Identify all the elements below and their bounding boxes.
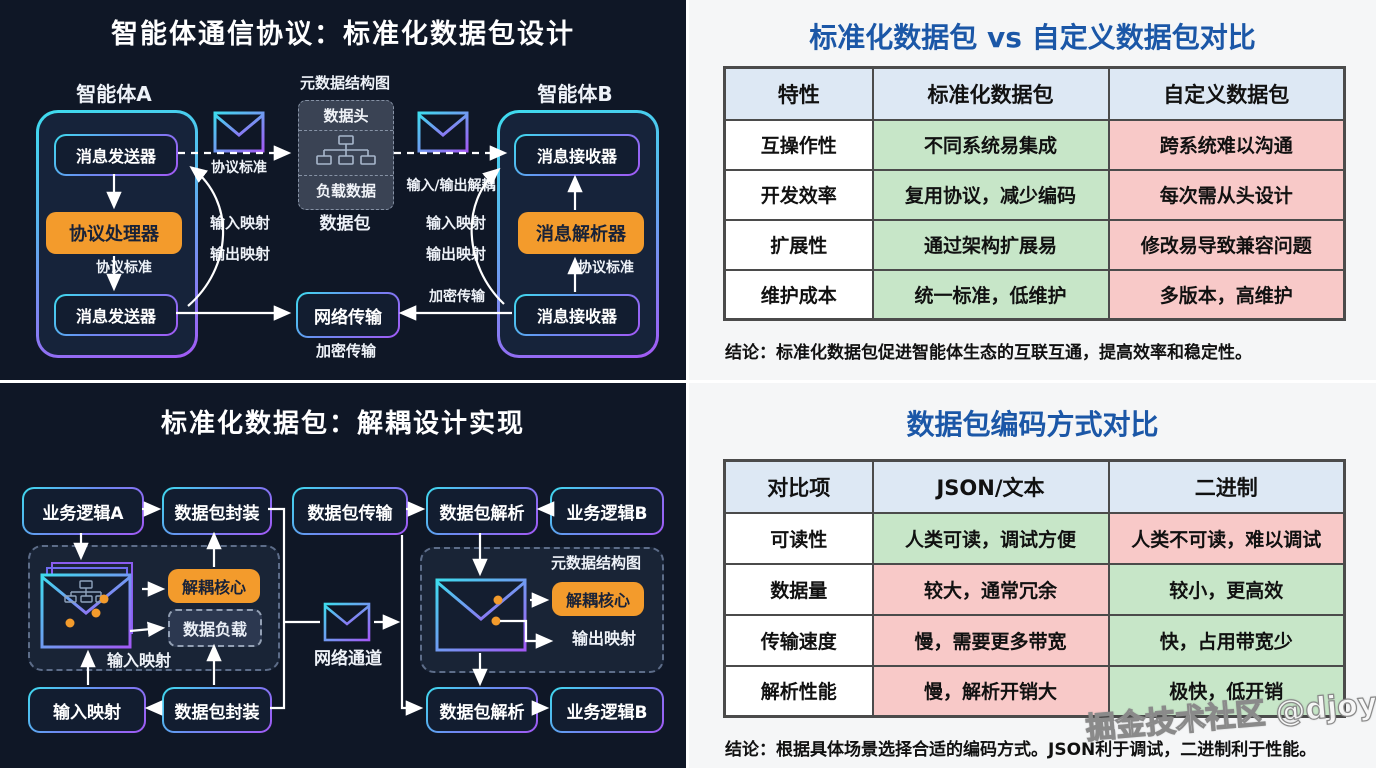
network-transfer-box: 网络传输 — [296, 292, 400, 338]
conclusion-text: 结论：根据具体场景选择合适的编码方式。JSON利于调试，二进制利于性能。 — [725, 740, 1317, 760]
table-row: 数据量 较大，通常冗余 较小，更高效 — [723, 562, 1346, 616]
feature-cell: 开发效率 — [723, 168, 874, 221]
protocol-standard-label: 协议标准 — [211, 160, 267, 176]
standard-vs-custom-panel: 标准化数据包 vs 自定义数据包对比 特性 标准化数据包 自定义数据包 互操作性… — [689, 0, 1376, 380]
table-row: 互操作性 不同系统易集成 跨系统难以沟通 — [723, 118, 1346, 171]
envelope-icon — [417, 111, 469, 153]
packet-pack-box: 数据包封装 — [162, 487, 272, 535]
network-channel-label: 网络通道 — [314, 649, 382, 669]
encoding-compare-panel: 数据包编码方式对比 对比项 JSON/文本 二进制 可读性 人类可读，调试方便 … — [689, 383, 1376, 768]
feature-cell: 数据量 — [723, 562, 874, 616]
binary-cell: 较小，更高效 — [1107, 562, 1346, 616]
envelope-icon — [323, 602, 371, 642]
feature-cell: 传输速度 — [723, 613, 874, 667]
column-header: 特性 — [723, 66, 874, 121]
encrypted-transfer-label: 加密传输 — [315, 342, 376, 360]
metadata-caption: 元数据结构图 — [550, 554, 641, 572]
custom-cell: 每次需从头设计 — [1107, 168, 1346, 221]
json-cell: 慢，需要更多带宽 — [871, 613, 1110, 667]
column-header: 标准化数据包 — [871, 66, 1110, 121]
standard-cell: 统一标准，低维护 — [871, 268, 1110, 321]
packet-pack-box: 数据包封装 — [162, 687, 272, 733]
comparison-table: 对比项 JSON/文本 二进制 可读性 人类可读，调试方便 人类不可读，难以调试… — [723, 459, 1346, 718]
business-logic-b-box: 业务逻辑B — [550, 487, 664, 535]
packet-envelope-icon — [40, 562, 133, 649]
message-receiver-box: 消息接收器 — [514, 294, 640, 336]
json-cell: 较大，通常冗余 — [871, 562, 1110, 616]
payload-label: 负载数据 — [315, 182, 376, 200]
standard-cell: 复用协议，减少编码 — [871, 168, 1110, 221]
metadata-caption: 元数据结构图 — [299, 74, 390, 92]
protocol-diagram-panel: 智能体通信协议：标准化数据包设计 智能体A 元数据结构图 智能体B 消息发送器 … — [0, 0, 686, 380]
agent-b-label: 智能体B — [537, 82, 613, 106]
comparison-table: 特性 标准化数据包 自定义数据包 互操作性 不同系统易集成 跨系统难以沟通 开发… — [723, 66, 1346, 321]
decouple-core-box: 解耦核心 — [168, 569, 260, 603]
protocol-processor-box: 协议处理器 — [46, 212, 182, 254]
tree-structure-icon — [299, 130, 393, 176]
panel-title: 标准化数据包：解耦设计实现 — [160, 409, 525, 439]
column-header: 自定义数据包 — [1107, 66, 1346, 121]
data-header-label: 数据头 — [323, 107, 369, 125]
io-decoupling-label: 输入/输出解耦 — [406, 178, 496, 194]
output-mapping-label: 输出映射 — [425, 245, 486, 263]
table-row: 解析性能 慢，解析开销大 极快，低开销 — [723, 664, 1346, 718]
encrypted-transfer-label: 加密传输 — [429, 289, 485, 305]
packet-parse-box: 数据包解析 — [426, 687, 538, 733]
custom-cell: 多版本，高维护 — [1107, 268, 1346, 321]
table-row: 可读性 人类可读，调试方便 人类不可读，难以调试 — [723, 511, 1346, 565]
binary-cell: 人类不可读，难以调试 — [1107, 511, 1346, 565]
message-receiver-box: 消息接收器 — [514, 134, 640, 176]
column-header: JSON/文本 — [871, 459, 1110, 514]
custom-cell: 跨系统难以沟通 — [1107, 118, 1346, 171]
custom-cell: 修改易导致兼容问题 — [1107, 218, 1346, 271]
column-header: 对比项 — [723, 459, 874, 514]
data-payload-box: 数据负载 — [168, 609, 262, 647]
input-mapping-label: 输入映射 — [425, 214, 486, 232]
column-header: 二进制 — [1107, 459, 1346, 514]
feature-cell: 解析性能 — [723, 664, 874, 718]
message-sender-box: 消息发送器 — [54, 134, 178, 176]
table-row: 扩展性 通过架构扩展易 修改易导致兼容问题 — [723, 218, 1346, 271]
feature-cell: 互操作性 — [723, 118, 874, 171]
feature-cell: 扩展性 — [723, 218, 874, 271]
input-mapping-box: 输入映射 — [28, 687, 146, 733]
envelope-icon — [213, 111, 265, 153]
protocol-standard-label: 协议标准 — [578, 260, 634, 276]
packet-caption: 数据包 — [319, 214, 371, 234]
json-cell: 慢，解析开销大 — [871, 664, 1110, 718]
business-logic-b-box: 业务逻辑B — [550, 687, 664, 733]
json-cell: 人类可读，调试方便 — [871, 511, 1110, 565]
packet-parse-box: 数据包解析 — [426, 487, 538, 535]
packet-transfer-box: 数据包传输 — [292, 487, 408, 535]
message-parser-box: 消息解析器 — [518, 212, 644, 254]
standard-cell: 不同系统易集成 — [871, 118, 1110, 171]
feature-cell: 可读性 — [723, 511, 874, 565]
agent-a-label: 智能体A — [76, 82, 152, 106]
input-mapping-label: 输入映射 — [209, 214, 270, 232]
packet-structure-box: 数据头 负载数据 — [298, 100, 394, 210]
message-sender-box: 消息发送器 — [54, 294, 178, 336]
table-title: 标准化数据包 vs 自定义数据包对比 — [809, 21, 1256, 54]
output-mapping-label: 输出映射 — [209, 245, 270, 263]
binary-cell: 极快，低开销 — [1107, 664, 1346, 718]
output-mapping-label: 输出映射 — [571, 629, 636, 648]
decouple-core-box: 解耦核心 — [552, 582, 644, 616]
table-row: 传输速度 慢，需要更多带宽 快，占用带宽少 — [723, 613, 1346, 667]
binary-cell: 快，占用带宽少 — [1107, 613, 1346, 667]
decoupling-diagram-panel: 标准化数据包：解耦设计实现 业务逻辑A 数据包封装 数据包传输 数据包解析 业务… — [0, 383, 686, 768]
conclusion-text: 结论：标准化数据包促进智能体生态的互联互通，提高效率和稳定性。 — [725, 343, 1252, 363]
packet-envelope-icon — [435, 578, 527, 652]
protocol-standard-label: 协议标准 — [96, 260, 152, 276]
feature-cell: 维护成本 — [723, 268, 874, 321]
table-row: 开发效率 复用协议，减少编码 每次需从头设计 — [723, 168, 1346, 221]
standard-cell: 通过架构扩展易 — [871, 218, 1110, 271]
table-row: 维护成本 统一标准，低维护 多版本，高维护 — [723, 268, 1346, 321]
table-title: 数据包编码方式对比 — [906, 408, 1159, 441]
input-mapping-label: 输入映射 — [106, 651, 171, 670]
business-logic-a-box: 业务逻辑A — [22, 487, 144, 535]
panel-title: 智能体通信协议：标准化数据包设计 — [111, 19, 575, 50]
